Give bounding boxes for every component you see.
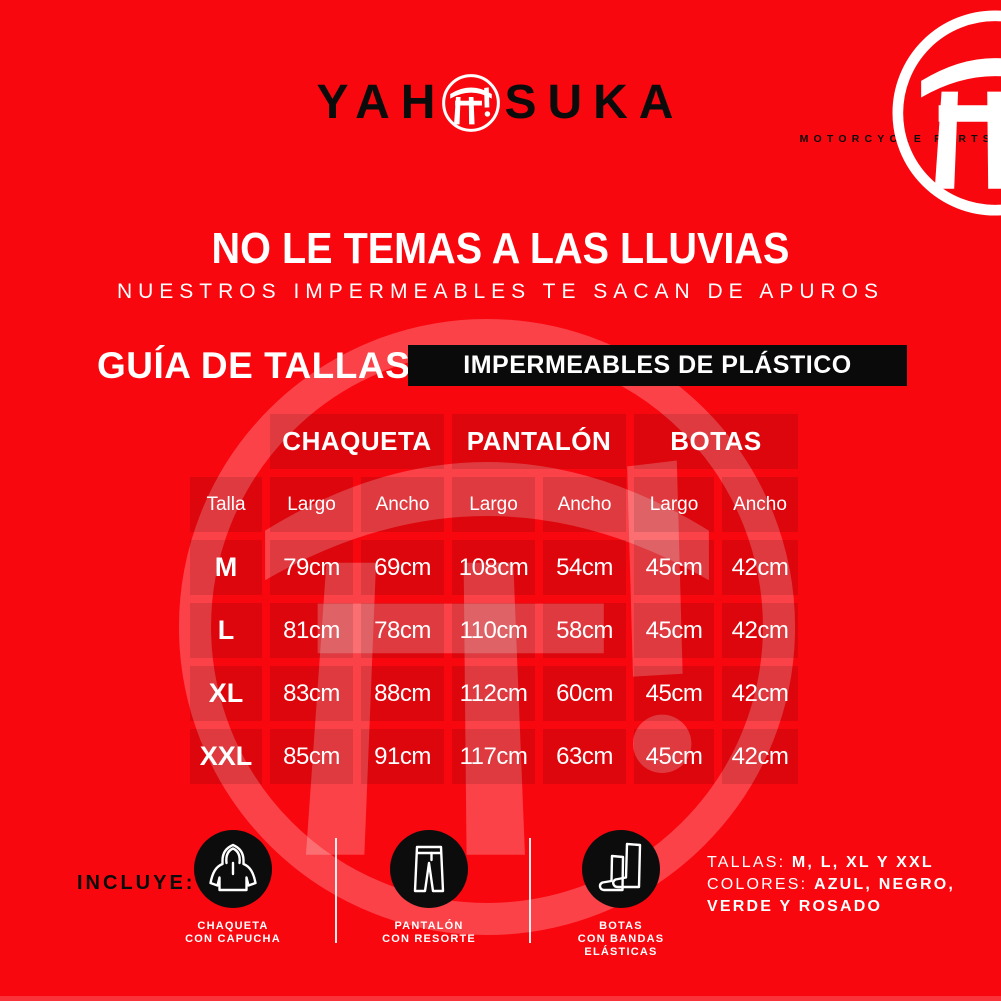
bottom-edge-band <box>0 996 1001 1001</box>
value-xxl-botas-ancho: 42cm <box>722 729 798 784</box>
header-talla: Talla <box>190 477 262 532</box>
value-xl-chaqueta-ancho: 88cm <box>361 666 444 721</box>
feature-pants-caption: PANTALÓN CON RESORTE <box>382 920 476 945</box>
hooded-jacket-icon <box>194 830 272 908</box>
corner-torii-badge-icon <box>892 10 1001 216</box>
size-label-m: M <box>190 540 262 595</box>
value-xl-botas-largo: 45cm <box>634 666 714 721</box>
rain-boots-icon <box>582 830 660 908</box>
value-xl-botas-ancho: 42cm <box>722 666 798 721</box>
value-xxl-pantalon-ancho: 63cm <box>543 729 626 784</box>
brand-name-right: SUKA <box>504 76 685 129</box>
header-botas-largo: Largo <box>634 477 714 532</box>
brand-logo: YAH SUKA MOTORCYCLE PARTS <box>0 74 1001 145</box>
value-m-botas-largo: 45cm <box>634 540 714 595</box>
feature-pants: PANTALÓN CON RESORTE <box>339 830 519 946</box>
size-label-xl: XL <box>190 666 262 721</box>
feature-boots-caption: BOTAS CON BANDAS ELÁSTICAS <box>577 920 665 958</box>
footer-divider-left <box>335 838 337 943</box>
hero-subtitle: NUESTROS IMPERMEABLES TE SACAN DE APUROS <box>116 280 885 303</box>
column-group-chaqueta: CHAQUETA <box>270 414 444 469</box>
column-group-pantalon: PANTALÓN <box>452 414 626 469</box>
feature-jacket: CHAQUETA CON CAPUCHA <box>143 830 323 946</box>
value-l-pantalon-ancho: 58cm <box>543 603 626 658</box>
value-xxl-botas-largo: 45cm <box>634 729 714 784</box>
value-m-chaqueta-largo: 79cm <box>270 540 353 595</box>
brand-name-left: YAH <box>316 76 447 129</box>
colors-label: COLORES: <box>707 876 808 893</box>
header-pantalon-largo: Largo <box>452 477 535 532</box>
value-xl-chaqueta-largo: 83cm <box>270 666 353 721</box>
value-l-chaqueta-largo: 81cm <box>270 603 353 658</box>
footer-divider-right <box>529 838 531 943</box>
value-xxl-chaqueta-ancho: 91cm <box>361 729 444 784</box>
availability-details: TALLAS: M, L, XL Y XXL COLORES: AZUL, NE… <box>707 852 962 918</box>
product-label: IMPERMEABLES DE PLÁSTICO <box>463 351 852 379</box>
torii-gate-icon <box>442 74 501 132</box>
sizes-label: TALLAS: <box>707 854 786 871</box>
header-pantalon-ancho: Ancho <box>543 477 626 532</box>
product-label-flag: IMPERMEABLES DE PLÁSTICO <box>408 345 907 386</box>
value-m-pantalon-ancho: 54cm <box>543 540 626 595</box>
value-xl-pantalon-ancho: 60cm <box>543 666 626 721</box>
value-xxl-chaqueta-largo: 85cm <box>270 729 353 784</box>
value-l-botas-ancho: 42cm <box>722 603 798 658</box>
value-xxl-pantalon-largo: 117cm <box>452 729 535 784</box>
includes-label: INCLUYE: <box>77 872 196 894</box>
feature-boots: BOTAS CON BANDAS ELÁSTICAS <box>531 830 711 959</box>
brand-wordmark: YAH SUKA <box>317 74 685 132</box>
value-m-chaqueta-ancho: 69cm <box>361 540 444 595</box>
header-chaqueta-largo: Largo <box>270 477 353 532</box>
size-guide-heading: GUÍA DE TALLAS <box>97 345 411 386</box>
sizes-value: M, L, XL Y XXL <box>791 854 934 871</box>
value-xl-pantalon-largo: 112cm <box>452 666 535 721</box>
header-chaqueta-ancho: Ancho <box>361 477 444 532</box>
feature-jacket-caption: CHAQUETA CON CAPUCHA <box>185 920 281 945</box>
colors-value: AZUL, NEGRO, VERDE Y ROSADO <box>707 876 956 915</box>
size-label-xxl: XXL <box>190 729 262 784</box>
value-m-pantalon-largo: 108cm <box>452 540 535 595</box>
column-group-botas: BOTAS <box>634 414 798 469</box>
size-table: CHAQUETA PANTALÓN BOTAS Talla Largo Anch… <box>190 414 798 784</box>
value-m-botas-ancho: 42cm <box>722 540 798 595</box>
value-l-pantalon-largo: 110cm <box>452 603 535 658</box>
value-l-botas-largo: 45cm <box>634 603 714 658</box>
header-botas-ancho: Ancho <box>722 477 798 532</box>
hero-title: NO LE TEMAS A LAS LLUVIAS <box>211 224 790 273</box>
value-l-chaqueta-ancho: 78cm <box>361 603 444 658</box>
table-corner-spacer <box>190 414 262 469</box>
rain-pants-icon <box>390 830 468 908</box>
size-label-l: L <box>190 603 262 658</box>
